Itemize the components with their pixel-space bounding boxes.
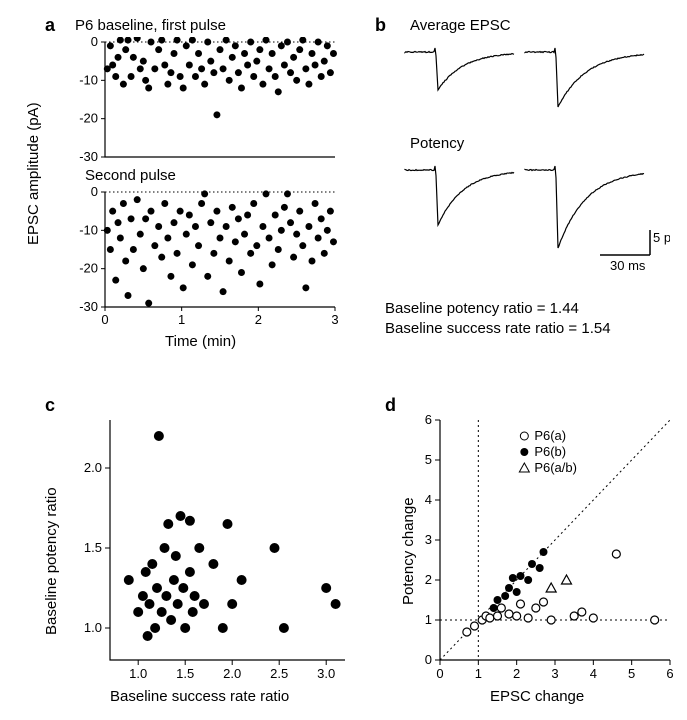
svg-text:-10: -10	[79, 72, 98, 87]
svg-text:1: 1	[425, 612, 432, 627]
panel-b-average-trace	[390, 37, 670, 132]
panel-a-first-plot: -30 -20 -10 0	[70, 37, 340, 162]
svg-text:3: 3	[331, 312, 338, 327]
figure-container: a P6 baseline, first pulse -30 -20 -10 0 Se…	[15, 15, 672, 705]
panel-c-xlabel: Baseline success rate ratio	[110, 688, 289, 705]
svg-text:P6(a/b): P6(a/b)	[534, 460, 577, 475]
panel-a-second-plot: -30 -20 -10 0 0 1 2 3	[70, 187, 340, 332]
svg-text:2: 2	[513, 666, 520, 681]
svg-text:3: 3	[551, 666, 558, 681]
svg-text:2.0: 2.0	[223, 666, 241, 681]
panel-a-label: a	[45, 15, 55, 36]
svg-text:1.5: 1.5	[176, 666, 194, 681]
svg-text:2: 2	[255, 312, 262, 327]
panel-a-subtitle: Second pulse	[85, 167, 176, 184]
panel-d-label: d	[385, 395, 396, 416]
svg-text:1: 1	[178, 312, 185, 327]
svg-text:-20: -20	[79, 111, 98, 126]
svg-text:-10: -10	[79, 222, 98, 237]
svg-text:6: 6	[666, 666, 673, 681]
panel-d-xlabel: EPSC change	[490, 688, 584, 705]
svg-text:-30: -30	[79, 149, 98, 162]
svg-text:-20: -20	[79, 261, 98, 276]
svg-text:0: 0	[91, 187, 98, 199]
svg-text:2.0: 2.0	[84, 460, 102, 475]
panel-c-label: c	[45, 395, 55, 416]
svg-text:0: 0	[91, 37, 98, 49]
svg-text:P6(b): P6(b)	[534, 444, 566, 459]
svg-text:30 ms: 30 ms	[610, 258, 646, 273]
svg-text:1: 1	[475, 666, 482, 681]
svg-text:1.5: 1.5	[84, 540, 102, 555]
svg-text:2.5: 2.5	[270, 666, 288, 681]
panel-b-label: b	[375, 15, 386, 36]
panel-d-plot: 0 1 2 3 4 5 6 0 1 2 3 4 5 6 P6(a)P6(b)P6(a/b)	[410, 410, 675, 690]
panel-d-ylabel: Potency change	[400, 497, 417, 605]
svg-text:-30: -30	[79, 299, 98, 314]
svg-text:5 pA: 5 pA	[653, 230, 670, 245]
panel-b-subtitle: Potency	[410, 135, 464, 152]
svg-text:4: 4	[590, 666, 597, 681]
svg-text:0: 0	[101, 312, 108, 327]
svg-text:1.0: 1.0	[84, 620, 102, 635]
svg-text:4: 4	[425, 492, 432, 507]
svg-text:P6(a): P6(a)	[534, 428, 566, 443]
svg-text:6: 6	[425, 412, 432, 427]
panel-c-ylabel: Baseline potency ratio	[43, 487, 60, 635]
svg-text:3: 3	[425, 532, 432, 547]
svg-text:0: 0	[425, 652, 432, 667]
svg-text:1.0: 1.0	[129, 666, 147, 681]
panel-b-potency-trace: 5 pA 30 ms	[390, 155, 670, 285]
panel-a-ylabel: EPSC amplitude (pA)	[25, 102, 42, 245]
panel-c-plot: 1.0 1.5 2.0 2.5 3.0 1.0 1.5 2.0	[70, 410, 350, 690]
svg-text:5: 5	[628, 666, 635, 681]
panel-b-title: Average EPSC	[410, 17, 511, 34]
svg-text:0: 0	[436, 666, 443, 681]
panel-a-xlabel: Time (min)	[165, 333, 236, 350]
panel-a-title: P6 baseline, first pulse	[75, 17, 226, 34]
svg-text:3.0: 3.0	[317, 666, 335, 681]
svg-text:5: 5	[425, 452, 432, 467]
svg-text:2: 2	[425, 572, 432, 587]
panel-b-text2: Baseline success rate ratio = 1.54	[385, 320, 611, 337]
panel-b-text1: Baseline potency ratio = 1.44	[385, 300, 579, 317]
